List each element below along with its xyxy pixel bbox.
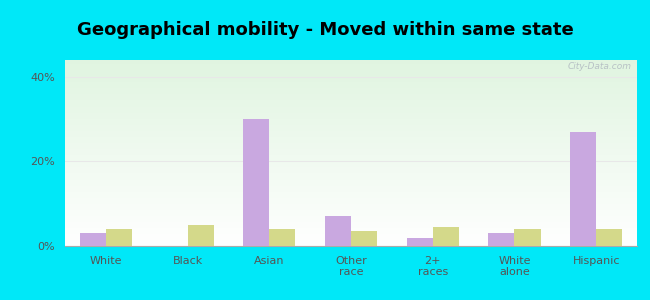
Text: City-Data.com: City-Data.com	[567, 62, 631, 71]
Bar	[269, 229, 296, 246]
Bar	[243, 119, 269, 246]
Bar	[570, 132, 596, 246]
Bar	[433, 227, 459, 246]
Bar	[188, 225, 214, 246]
Bar	[596, 229, 622, 246]
Bar	[325, 216, 351, 246]
Bar	[106, 229, 132, 246]
Text: Geographical mobility - Moved within same state: Geographical mobility - Moved within sam…	[77, 21, 573, 39]
Bar	[514, 229, 541, 246]
Bar	[488, 233, 514, 246]
Bar	[406, 238, 433, 246]
Bar	[80, 233, 106, 246]
Bar	[351, 231, 377, 246]
